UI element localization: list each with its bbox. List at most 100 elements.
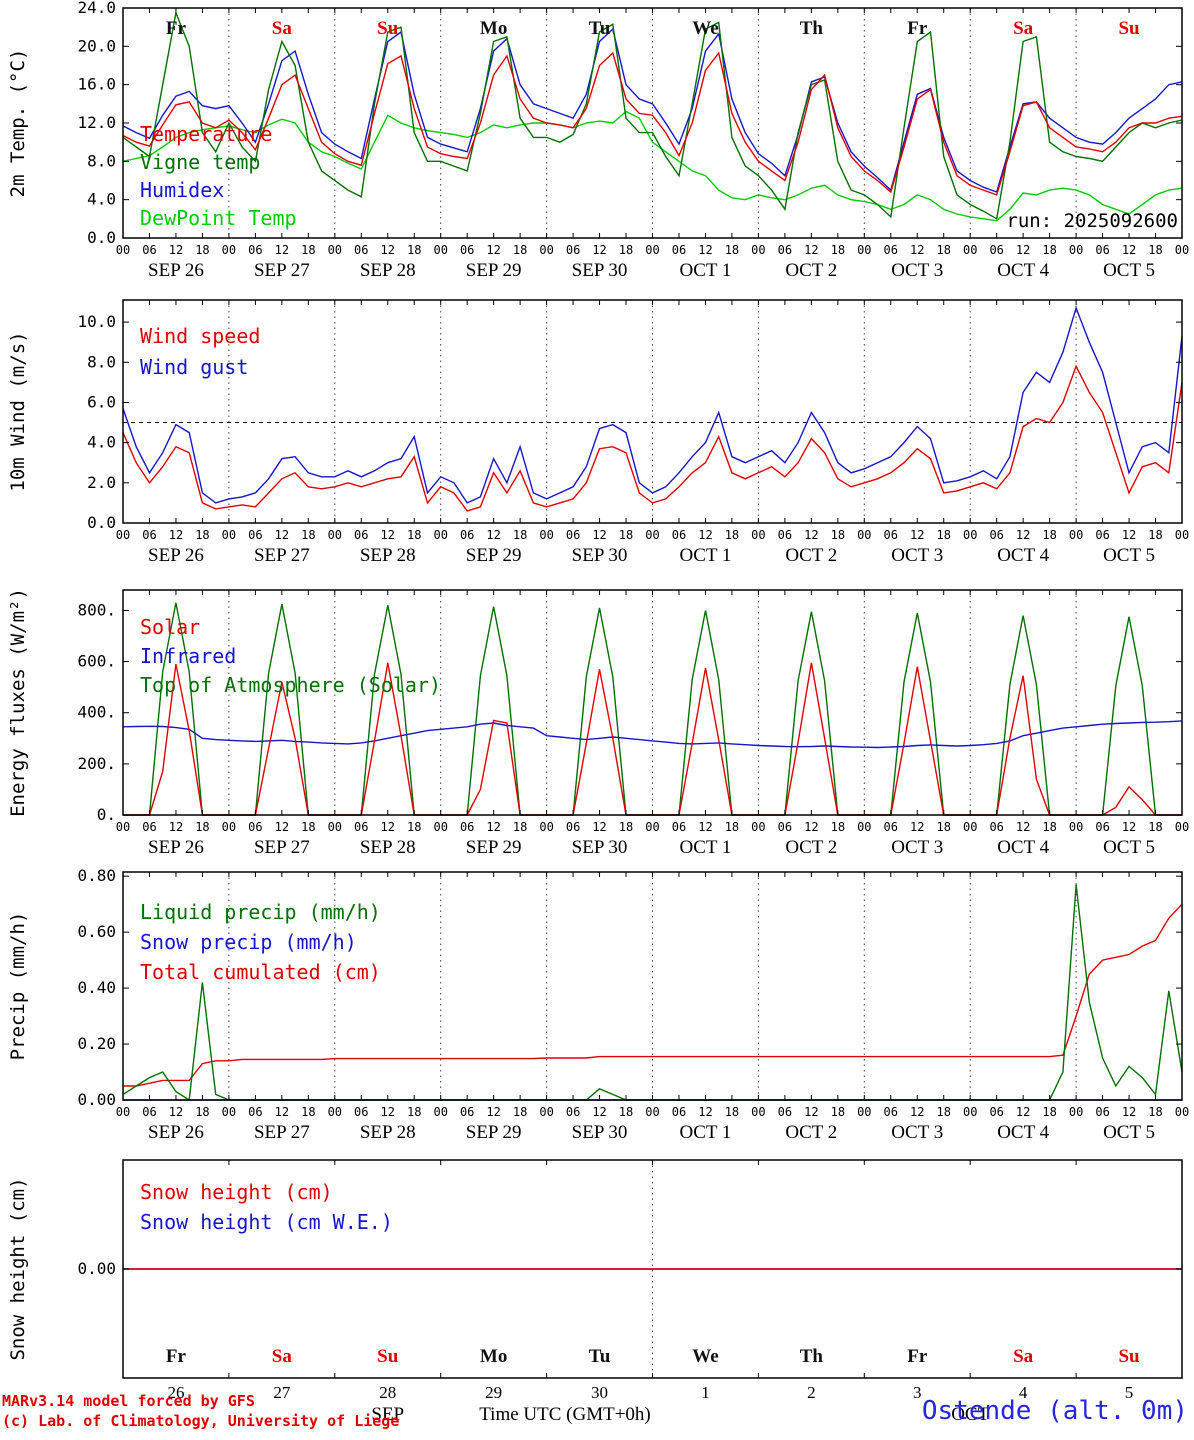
hour-tick-label: 12 [275,1105,289,1119]
day-name-label: Fr [907,18,928,39]
hour-tick-label: 18 [1148,528,1162,542]
y-tick-label: 0.60 [77,922,116,941]
day-name-label: Su [377,1346,399,1367]
day-name-label: Th [800,18,824,39]
date-label: SEP 27 [254,545,310,566]
panel-precip: 0.00 0.20 0.40 0.60 0.80 Precip (mm/h) Liquid … [7,866,1189,1143]
hour-tick-label: 18 [1042,528,1056,542]
day-number-label: 28 [379,1383,396,1402]
panel-energy: 0. 200. 400. 600. 800. Energy fluxes (W/m²) So… [7,588,1189,858]
series-humidex [122,27,1183,193]
legend-label: Wind speed [140,324,260,348]
hour-tick-label: 00 [539,1105,553,1119]
hour-tick-label: 18 [1148,243,1162,257]
hour-tick-label: 00 [116,243,130,257]
day-number-label: 26 [167,1383,184,1402]
hour-tick-label: 06 [460,1105,474,1119]
legend-label: Snow precip (mm/h) [140,930,357,954]
hour-tick-label: 18 [407,1105,421,1119]
hour-tick-label: 00 [116,1105,130,1119]
date-label: SEP 26 [148,545,204,566]
hour-tick-label: 00 [1069,1105,1083,1119]
y-tick-label: 10.0 [77,312,116,331]
hour-tick-label: 00 [116,820,130,834]
y-axis-title: Precip (mm/h) [7,912,29,1061]
hour-tick-label: 00 [328,820,342,834]
legend-label: Snow height (cm) [140,1180,333,1204]
hour-tick-label: 06 [989,528,1003,542]
series-infrared [122,720,1183,749]
hour-tick-label: 18 [407,243,421,257]
y-axis-title: Energy fluxes (W/m²) [7,588,29,817]
hour-tick-label: 00 [751,820,765,834]
y-tick-label: 0.0 [87,513,116,532]
hour-tick-label: 12 [698,1105,712,1119]
hour-tick-label: 06 [354,820,368,834]
hour-tick-label: 18 [725,820,739,834]
day-number-label: 30 [591,1383,608,1402]
date-label: SEP 26 [148,837,204,858]
y-tick-label: 800. [77,600,116,619]
hour-tick-label: 00 [1175,820,1189,834]
hour-tick-label: 12 [381,528,395,542]
hour-tick-label: 06 [460,528,474,542]
hour-tick-label: 18 [1042,1105,1056,1119]
hour-tick-label: 00 [963,820,977,834]
y-tick-label: 0.20 [77,1034,116,1053]
date-label: OCT 1 [679,837,731,858]
date-label: OCT 2 [785,545,837,566]
hour-tick-label: 12 [1016,820,1030,834]
hour-tick-label: 12 [592,1105,606,1119]
day-number-label: 27 [273,1383,291,1402]
hour-tick-label: 00 [116,528,130,542]
hour-tick-label: 18 [513,820,527,834]
date-label: OCT 1 [679,545,731,566]
hour-tick-label: 12 [1122,243,1136,257]
hour-tick-label: 06 [989,820,1003,834]
hour-tick-label: 12 [910,820,924,834]
legend-label: Temperature [140,122,272,146]
date-label: OCT 5 [1103,837,1155,858]
y-tick-label: 200. [77,754,116,773]
hour-tick-label: 12 [804,820,818,834]
hour-tick-label: 18 [936,243,950,257]
day-name-label: Tu [589,1346,611,1367]
hour-tick-label: 12 [592,528,606,542]
hour-tick-label: 12 [486,1105,500,1119]
date-label: SEP 28 [360,1122,416,1143]
hour-tick-label: 00 [645,820,659,834]
hour-tick-label: 06 [884,243,898,257]
hour-tick-label: 18 [936,1105,950,1119]
hour-tick-label: 00 [328,528,342,542]
hour-tick-label: 18 [936,528,950,542]
hour-tick-label: 12 [169,820,183,834]
hour-tick-label: 18 [725,243,739,257]
day-number-label: 5 [1125,1383,1134,1402]
hour-tick-label: 18 [407,820,421,834]
hour-tick-label: 06 [566,820,580,834]
hour-tick-label: 00 [857,820,871,834]
hour-tick-label: 12 [381,1105,395,1119]
y-tick-label: 0.40 [77,978,116,997]
hour-tick-label: 00 [1069,243,1083,257]
y-tick-label: 0.00 [77,1259,116,1278]
day-name-label: We [692,1346,718,1367]
date-label: OCT 4 [997,837,1049,858]
lab-credit-line: (c) Lab. of Climatology, University of L… [2,1412,400,1430]
hour-tick-label: 00 [645,528,659,542]
hour-tick-label: 00 [963,528,977,542]
date-label: OCT 4 [997,260,1049,281]
hour-tick-label: 18 [725,528,739,542]
day-name-label: Sa [272,18,293,39]
hour-tick-label: 00 [963,1105,977,1119]
date-label: SEP 29 [466,260,522,281]
hour-tick-label: 06 [1095,528,1109,542]
hour-tick-label: 18 [407,528,421,542]
hour-tick-label: 06 [354,243,368,257]
y-axis-title: 10m Wind (m/s) [7,331,29,491]
date-label: SEP 29 [466,545,522,566]
y-tick-label: 2.0 [87,473,116,492]
hour-tick-label: 00 [1175,243,1189,257]
date-label: OCT 3 [891,545,943,566]
hour-tick-label: 12 [381,820,395,834]
